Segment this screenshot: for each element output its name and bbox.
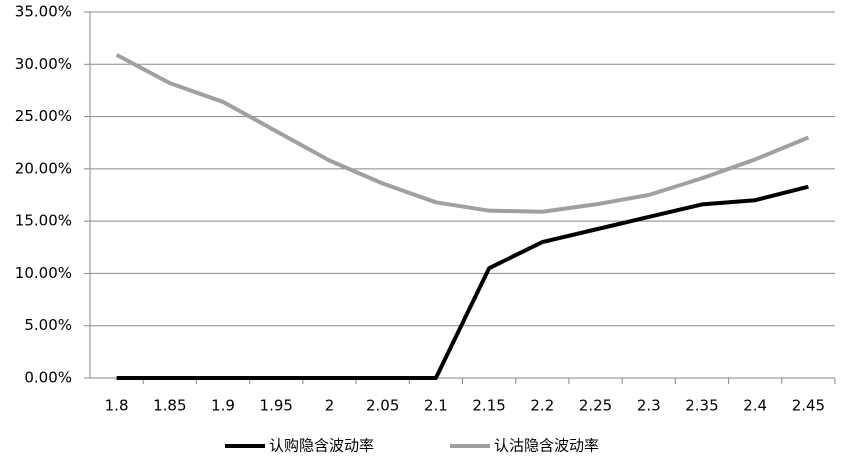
x-tick-label: 2.15 — [472, 397, 505, 415]
y-tick-label: 5.00% — [24, 316, 72, 334]
legend-label: 认沽隐含波动率 — [494, 437, 599, 455]
x-tick-label: 1.9 — [211, 397, 235, 415]
y-tick-label: 15.00% — [15, 212, 72, 230]
x-tick-label: 2.45 — [792, 397, 825, 415]
y-tick-label: 20.00% — [15, 159, 72, 177]
x-tick-label: 1.95 — [260, 397, 293, 415]
y-tick-label: 10.00% — [15, 264, 72, 282]
x-tick-label: 2.05 — [366, 397, 399, 415]
x-tick-label: 1.85 — [153, 397, 186, 415]
x-tick-label: 2 — [325, 397, 335, 415]
series-line — [115, 53, 810, 214]
series-line — [116, 184, 809, 380]
x-tick-label: 2.35 — [685, 397, 718, 415]
legend-label: 认购隐含波动率 — [269, 437, 374, 455]
y-tick-label: 0.00% — [24, 369, 72, 387]
x-tick-label: 2.3 — [637, 397, 661, 415]
x-tick-label: 2.2 — [530, 397, 554, 415]
x-tick-label: 2.1 — [424, 397, 448, 415]
x-tick-label: 1.8 — [105, 397, 129, 415]
y-tick-label: 30.00% — [15, 55, 72, 73]
x-tick-label: 2.25 — [579, 397, 612, 415]
y-tick-label: 25.00% — [15, 107, 72, 125]
x-tick-label: 2.4 — [743, 397, 767, 415]
y-tick-label: 35.00% — [15, 3, 72, 21]
